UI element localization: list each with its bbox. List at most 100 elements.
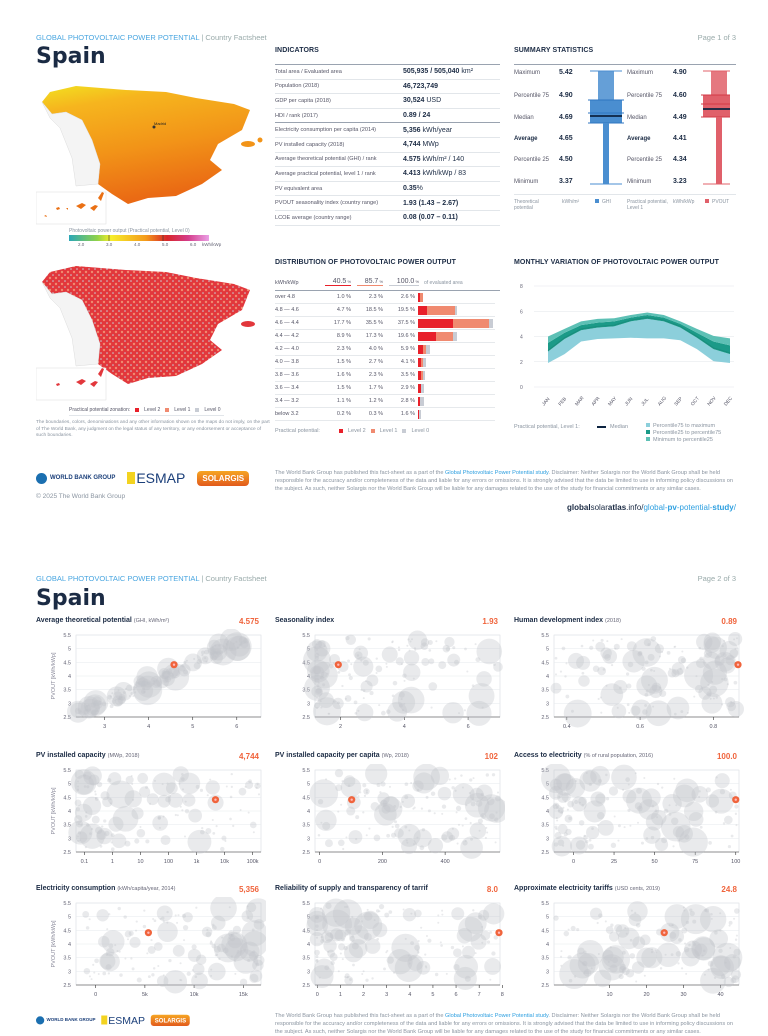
country-point — [559, 959, 590, 989]
country-point — [70, 769, 97, 796]
brand: GLOBAL PHOTOVOLTAIC POWER POTENTIAL — [36, 33, 200, 42]
country-point — [135, 929, 138, 932]
x-tick-label: 0.6 — [636, 724, 644, 730]
country-point — [586, 825, 600, 840]
country-point — [255, 786, 258, 789]
country-point — [210, 940, 213, 943]
band-min-p25 — [548, 318, 730, 364]
country-point — [400, 698, 403, 701]
y-tick-label: 2.5 — [541, 715, 549, 721]
country-point — [698, 646, 702, 650]
country-point — [454, 777, 457, 780]
country-point — [549, 778, 563, 791]
spain-point-center — [736, 663, 740, 666]
country-point — [578, 801, 581, 804]
country-point — [719, 641, 739, 660]
country-point — [105, 964, 112, 971]
country-point — [233, 949, 258, 974]
country-point — [214, 644, 217, 647]
country-point — [132, 694, 135, 697]
country-point — [132, 675, 163, 706]
level2-bar — [418, 332, 436, 341]
country-point — [427, 838, 444, 854]
ghi-stat-value: 4.65 — [559, 135, 573, 142]
country-point — [77, 708, 80, 712]
country-point — [316, 929, 318, 932]
country-point — [627, 901, 648, 922]
country-point — [163, 677, 169, 683]
country-point — [87, 703, 90, 706]
distribution-row: below 3.2 0.2 % 0.3 % 1.6 % — [275, 408, 495, 421]
country-point — [583, 800, 606, 823]
country-point — [239, 808, 242, 811]
l1-percent: 18.5 % — [365, 307, 383, 313]
country-point — [153, 919, 157, 923]
country-point — [691, 786, 709, 803]
country-point — [397, 648, 401, 652]
y-tick-label: 2 — [520, 360, 523, 366]
indicator-label: Average practical potential, level 1 / r… — [275, 170, 376, 177]
country-point — [486, 940, 491, 944]
x-tick-label: 5 — [191, 724, 194, 730]
country-point — [323, 939, 337, 953]
country-point — [162, 920, 165, 923]
map-disclaimer: The boundaries, colors, denominations an… — [36, 420, 270, 438]
x-tick-label: 40 — [717, 992, 723, 998]
country-point — [403, 702, 406, 705]
country-point — [616, 706, 619, 709]
country-point — [162, 974, 165, 977]
country-point — [693, 695, 696, 698]
country-point — [206, 639, 222, 655]
country-point — [452, 783, 475, 806]
indicator-label: Electricity consumption per capita (2014… — [275, 127, 377, 134]
country-point — [350, 663, 353, 666]
country-point — [662, 794, 682, 814]
country-point — [412, 677, 415, 680]
country-point — [372, 922, 388, 938]
country-point — [181, 809, 184, 812]
page-title: Spain — [36, 586, 106, 611]
country-point — [557, 807, 564, 814]
y-tick-label: 4 — [546, 942, 549, 948]
country-point — [91, 815, 100, 824]
country-point — [421, 828, 426, 832]
country-point — [185, 659, 188, 662]
country-point — [639, 934, 651, 946]
country-point — [680, 904, 711, 935]
country-point — [471, 684, 475, 687]
study-link[interactable]: Global Photovoltaic Power Potential stud… — [444, 1013, 549, 1019]
country-point — [664, 953, 667, 956]
legend-item: Level 1 — [174, 407, 191, 413]
country-point — [564, 800, 567, 803]
country-point — [315, 936, 319, 939]
country-point — [678, 938, 682, 942]
country-point — [366, 908, 369, 911]
country-point — [182, 912, 193, 923]
indicator-row: PV equivalent area 0.35% — [275, 182, 500, 197]
country-point — [651, 804, 655, 808]
country-point — [234, 972, 237, 975]
l0-percent: 2.9 % — [400, 385, 415, 391]
country-point — [371, 977, 374, 980]
band-legend: Percentile75 to maximum Percentile25 to … — [646, 423, 721, 444]
country-point — [618, 686, 622, 690]
country-point — [644, 693, 649, 697]
country-point — [598, 778, 603, 784]
range-label: 4.6 — 4.4 — [275, 320, 299, 326]
country-point — [349, 925, 369, 945]
unit: kWh/kWp — [275, 280, 299, 286]
range-label: 4.0 — 3.8 — [275, 359, 299, 365]
country-point — [373, 834, 381, 842]
country-point — [585, 839, 589, 844]
study-link[interactable]: Global Photovoltaic Power Potential stud… — [444, 470, 549, 476]
country-point — [176, 921, 179, 924]
panel-unit: (MWp, 2018) — [107, 753, 140, 759]
l0-percent: 19.5 % — [397, 307, 415, 313]
country-point — [605, 797, 610, 801]
atlas-url[interactable]: globalsolaratlas.info/global-pv-potentia… — [567, 503, 736, 512]
country-point — [675, 825, 693, 843]
country-point — [306, 914, 329, 937]
country-point — [324, 965, 330, 971]
country-point — [388, 785, 391, 788]
country-point — [86, 823, 90, 827]
